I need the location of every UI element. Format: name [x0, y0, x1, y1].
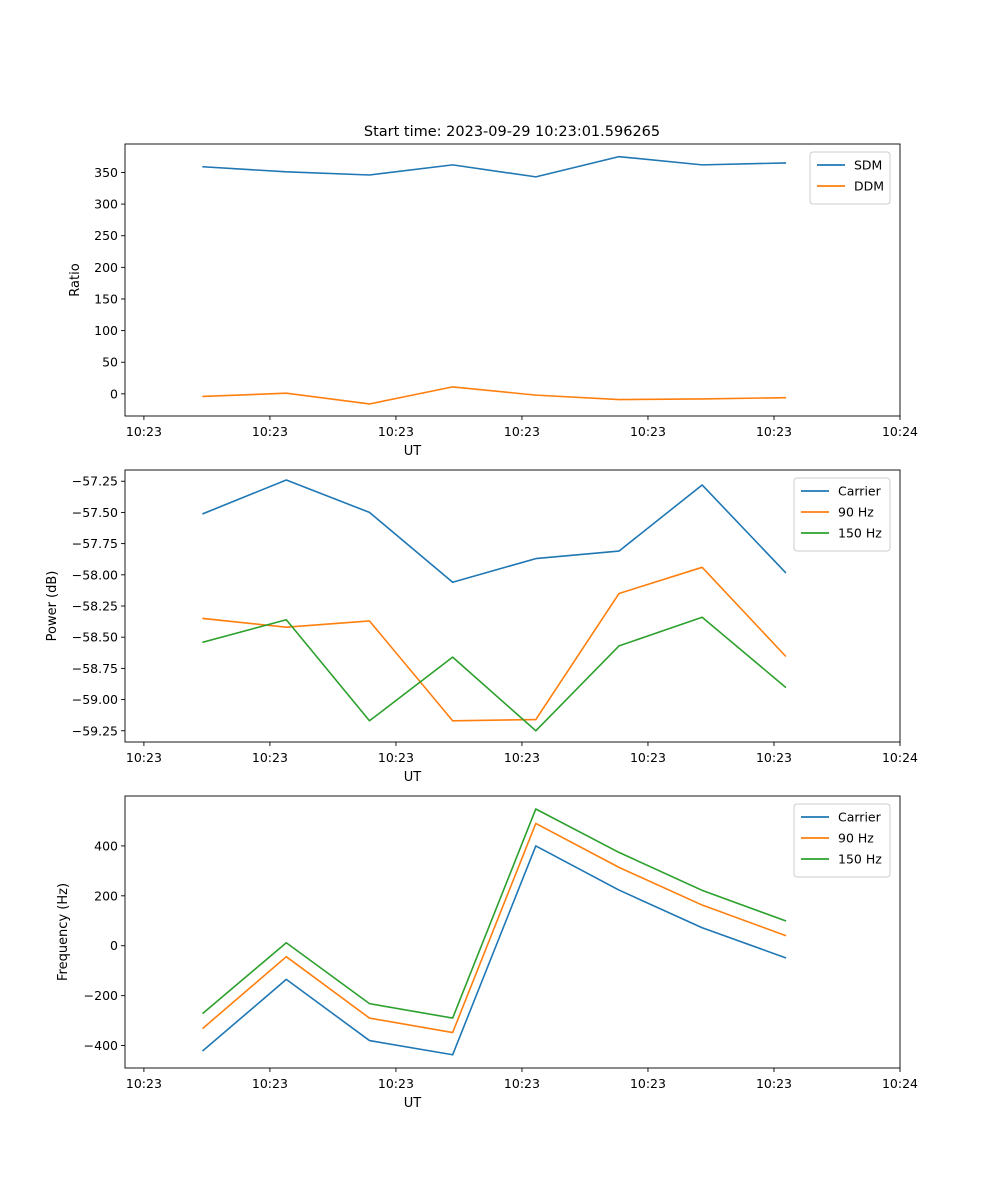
- x-tick-label: 10:23: [126, 1076, 162, 1091]
- legend-label-90-hz: 90 Hz: [838, 505, 874, 520]
- legend: SDM DDM: [809, 151, 891, 205]
- y-tick-label: −58.75: [72, 661, 118, 676]
- x-tick-label: 10:23: [252, 750, 288, 765]
- y-axis-label: Power (dB): [45, 571, 60, 642]
- y-tick-label: −58.25: [72, 599, 118, 614]
- legend: Carrier 90 Hz 150 Hz: [793, 803, 891, 878]
- y-tick-label: 0: [110, 938, 118, 953]
- legend: Carrier 90 Hz 150 Hz: [793, 477, 891, 552]
- x-tick-label: 10:23: [504, 750, 540, 765]
- x-tick-label: 10:23: [252, 1076, 288, 1091]
- series-line-carrier: [202, 479, 787, 584]
- x-tick-label: 10:23: [756, 424, 792, 439]
- y-tick-label: 200: [94, 260, 118, 275]
- x-tick-label: 10:23: [378, 424, 414, 439]
- y-tick-label: −59.25: [72, 723, 118, 738]
- figure-title: Start time: 2023-09-29 10:23:01.596265: [364, 124, 660, 140]
- x-tick-label: 10:23: [756, 750, 792, 765]
- x-tick-label: 10:23: [630, 424, 666, 439]
- x-tick-label: 10:23: [378, 750, 414, 765]
- chart-panels: 10:23 10:23 10:23 10:23 10:23 10:23 10:24 0 50 10…: [45, 143, 918, 1111]
- y-tick-label: 400: [94, 838, 118, 853]
- series-line-150-hz: [202, 808, 787, 1019]
- series-line-ddm: [202, 386, 787, 405]
- y-tick-label: 0: [110, 386, 118, 401]
- plot-frame: [124, 795, 901, 1069]
- x-tick-label: 10:23: [378, 1076, 414, 1091]
- series-line-90-hz: [202, 566, 787, 722]
- chart-panel-2: 10:23 10:23 10:23 10:23 10:23 10:23 10:24 −59.2…: [45, 469, 918, 785]
- y-axis-label: Frequency (Hz): [56, 883, 71, 981]
- series-line-150-hz: [202, 616, 787, 732]
- y-tick-label: 250: [94, 228, 118, 243]
- legend-label-sdm: SDM: [854, 158, 882, 173]
- legend-label-90-hz: 90 Hz: [838, 831, 874, 846]
- y-tick-label: 350: [94, 165, 118, 180]
- legend-label-ddm: DDM: [854, 179, 884, 194]
- y-tick-label: −58.00: [72, 567, 118, 582]
- x-tick-label: 10:23: [504, 1076, 540, 1091]
- x-tick-label: 10:23: [756, 1076, 792, 1091]
- y-tick-label: −58.50: [72, 630, 118, 645]
- legend-label-carrier: Carrier: [838, 484, 882, 499]
- chart-panel-3: 10:23 10:23 10:23 10:23 10:23 10:23 10:24 −400 −…: [56, 795, 918, 1111]
- legend-label-150-hz: 150 Hz: [838, 526, 882, 541]
- series-line-sdm: [202, 155, 787, 178]
- y-tick-label: −59.00: [72, 692, 118, 707]
- y-tick-label: 150: [94, 291, 118, 306]
- legend-label-carrier: Carrier: [838, 810, 882, 825]
- y-tick-label: −57.25: [72, 474, 118, 489]
- x-tick-label: 10:24: [882, 750, 918, 765]
- y-tick-label: 300: [94, 197, 118, 212]
- y-tick-label: 100: [94, 323, 118, 338]
- y-tick-label: −57.75: [72, 536, 118, 551]
- x-axis-label: UT: [404, 770, 422, 785]
- y-tick-label: 50: [102, 355, 118, 370]
- x-tick-label: 10:23: [630, 750, 666, 765]
- chart-panel-1: 10:23 10:23 10:23 10:23 10:23 10:23 10:24 0 50 10…: [68, 143, 918, 459]
- series-line-carrier: [202, 845, 787, 1056]
- x-tick-label: 10:24: [882, 1076, 918, 1091]
- plot-frame: [124, 143, 901, 417]
- y-tick-label: −57.50: [72, 505, 118, 520]
- x-tick-label: 10:23: [126, 424, 162, 439]
- x-tick-label: 10:23: [252, 424, 288, 439]
- x-axis-label: UT: [404, 1096, 422, 1111]
- y-tick-label: 200: [94, 888, 118, 903]
- y-tick-label: −400: [84, 1038, 118, 1053]
- x-tick-label: 10:24: [882, 424, 918, 439]
- x-tick-label: 10:23: [126, 750, 162, 765]
- y-tick-label: −200: [84, 988, 118, 1003]
- x-tick-label: 10:23: [504, 424, 540, 439]
- y-axis-label: Ratio: [68, 263, 83, 296]
- series-line-90-hz: [202, 822, 787, 1034]
- x-axis-label: UT: [404, 444, 422, 459]
- legend-label-150-hz: 150 Hz: [838, 852, 882, 867]
- x-tick-label: 10:23: [630, 1076, 666, 1091]
